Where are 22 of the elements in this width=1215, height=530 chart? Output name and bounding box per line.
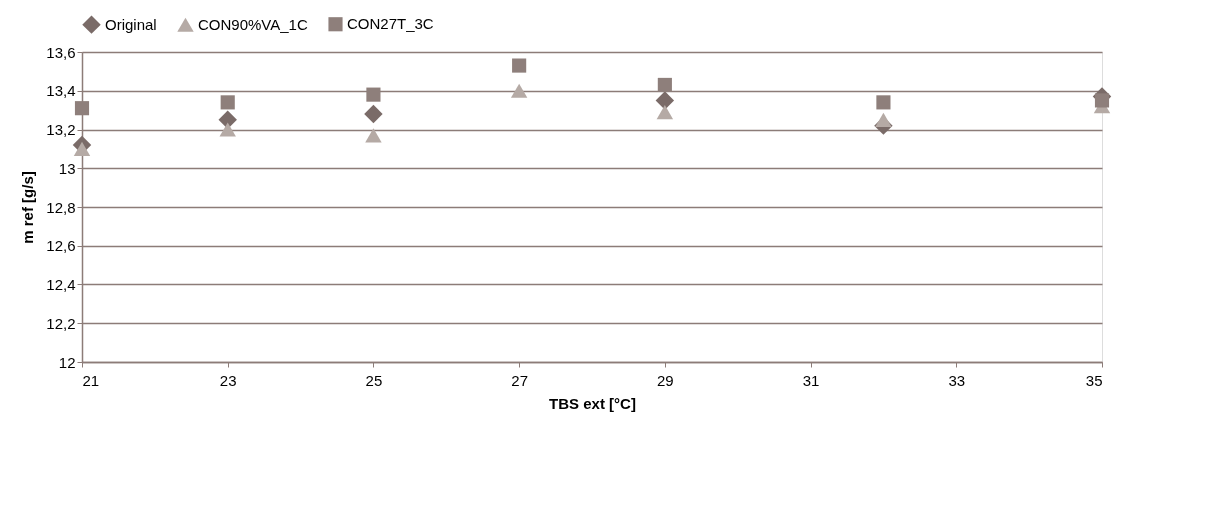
y-tick-label: 12 [58, 353, 76, 371]
x-tick-label: 35 [1085, 371, 1103, 389]
x-tick-label: 21 [82, 371, 100, 389]
x-tick-label: 27 [511, 371, 528, 389]
y-tick-label: 13,6 [46, 43, 76, 61]
y-tick-label: 13,2 [46, 121, 76, 138]
x-tick-label: 31 [802, 371, 820, 389]
x-axis-title: TBS ext [°C] [549, 394, 636, 412]
y-tick-label: 12,4 [46, 276, 76, 293]
legend-label: Original [105, 15, 157, 33]
x-tick-label: 25 [365, 371, 383, 389]
y-tick-label: 13 [58, 159, 76, 177]
x-tick-label: 23 [219, 371, 237, 389]
y-tick-label: 12,8 [46, 198, 76, 216]
x-tick-label: 33 [948, 371, 966, 389]
legend-label: CON27T_3C [347, 15, 434, 33]
x-tick-label: 29 [657, 371, 674, 389]
legend-label: CON90%VA_1C [198, 15, 308, 33]
y-tick-label: 12,2 [46, 314, 76, 332]
y-tick-label: 13,4 [46, 82, 76, 100]
y-axis-title: m ref [g/s] [19, 171, 37, 244]
y-tick-label: 12,6 [46, 237, 76, 255]
